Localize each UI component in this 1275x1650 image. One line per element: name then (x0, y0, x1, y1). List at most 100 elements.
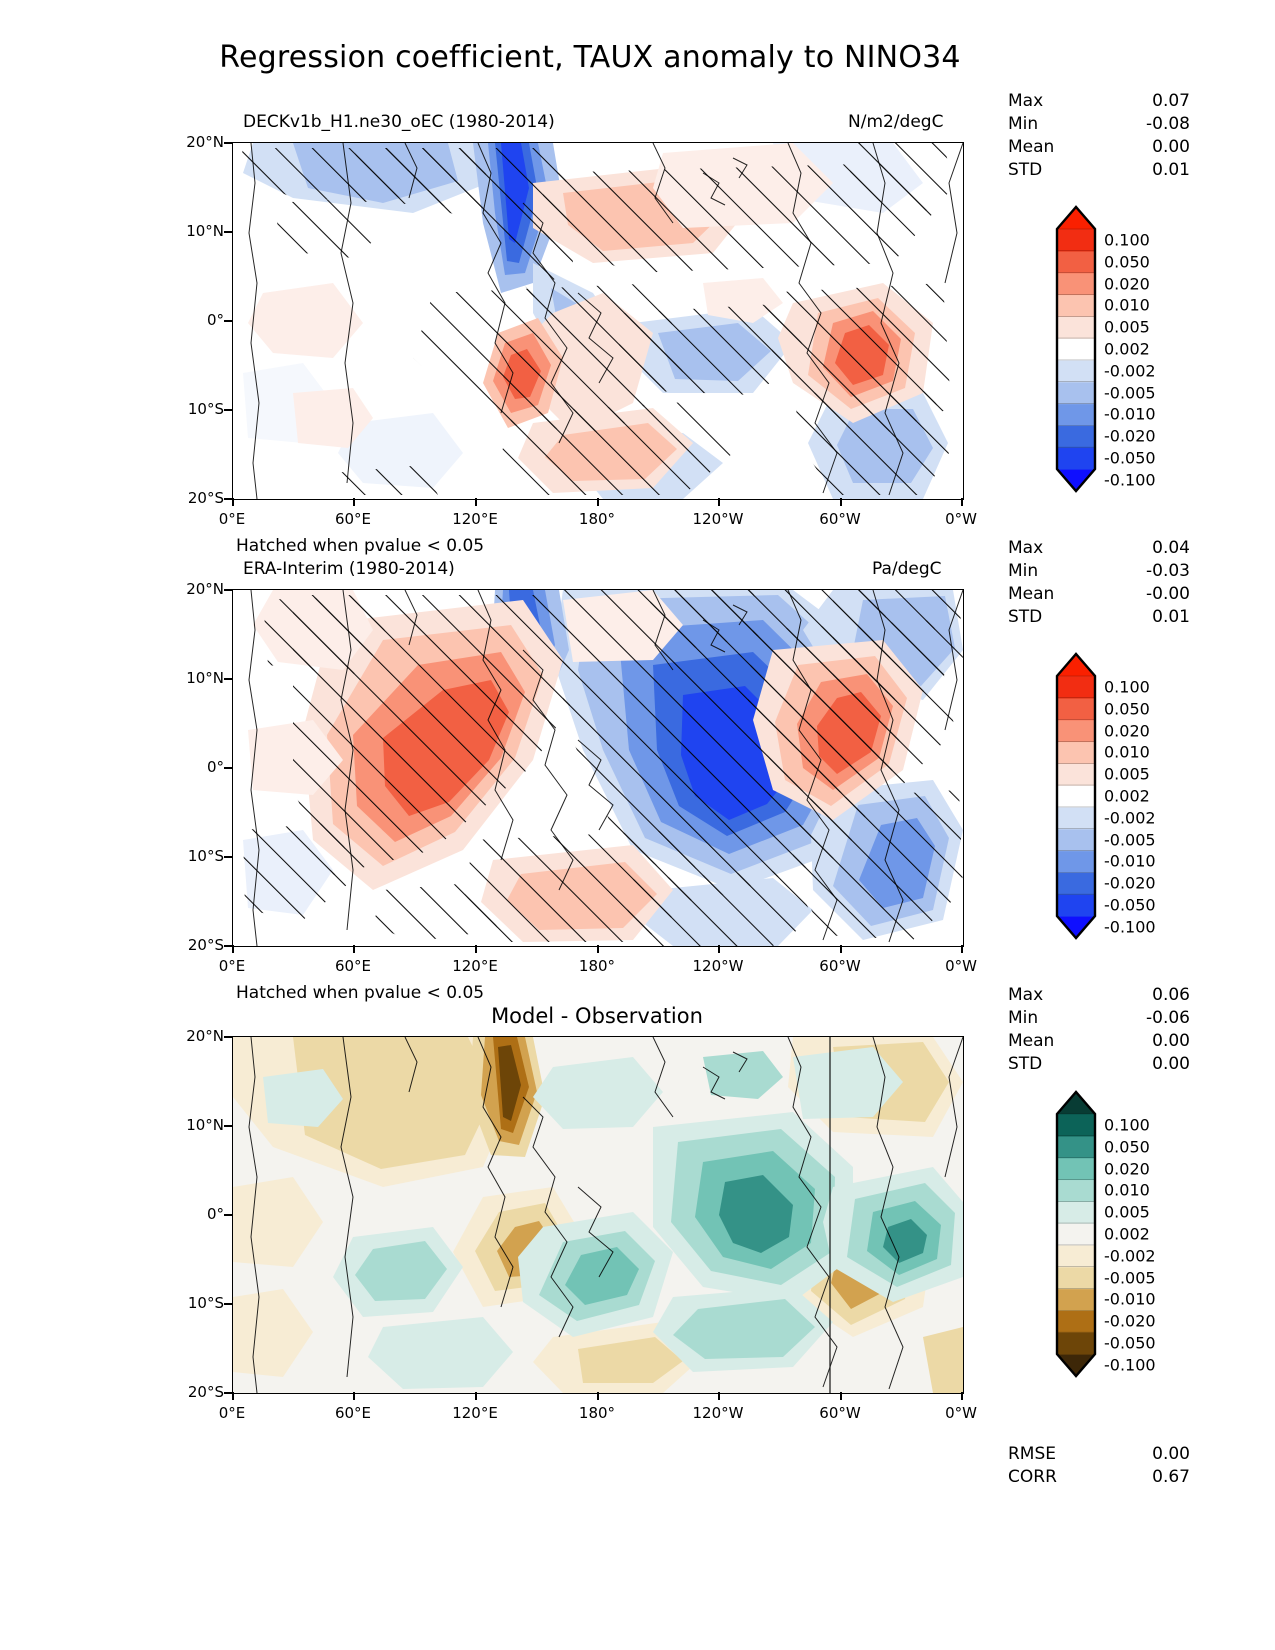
colorbar-tick-label: -0.020 (1104, 873, 1156, 893)
stat-value: 0.01 (1152, 160, 1190, 180)
colorbar-tick-label: -0.100 (1104, 917, 1156, 937)
colorbar-tick-label: 0.100 (1104, 1115, 1150, 1135)
colorbar-tick-label: 0.100 (1104, 677, 1150, 697)
colorbar-observation (1053, 650, 1099, 942)
panel-model-xlabel-0e: 0°E (218, 510, 246, 528)
xtick (840, 498, 842, 506)
panel-observation-header: ERA-Interim (1980-2014) (243, 559, 455, 579)
ytick (224, 498, 232, 500)
panel-model-ylabel-10n: 10°N (186, 222, 224, 240)
panel-observation-xlabel-0w: 0°W (945, 957, 977, 975)
panel-observation-field (233, 590, 963, 946)
colorbar-tick-label: 0.010 (1104, 742, 1150, 762)
ytick (224, 320, 232, 322)
stat-value: -0.00 (1146, 584, 1190, 604)
panel-observation-xlabel-120w: 120°W (692, 957, 744, 975)
panel-observation-xlabel-120e: 120°E (452, 957, 498, 975)
colorbar-tick-label: 0.002 (1104, 339, 1150, 359)
colorbar-tick-label: -0.002 (1104, 1246, 1156, 1266)
colorbar-tick-label: 0.002 (1104, 786, 1150, 806)
stat-value: 0.06 (1152, 985, 1190, 1005)
panel-model-xlabel-180: 180° (578, 510, 616, 528)
panel-model-xlabel-120w: 120°W (692, 510, 744, 528)
stat-value: 0.00 (1152, 1031, 1190, 1051)
stat-key: Mean (1008, 584, 1055, 604)
panel-difference-xlabel-0w: 0°W (945, 1404, 977, 1422)
colorbar-model (1053, 203, 1099, 495)
colorbar-tick-label: -0.002 (1104, 808, 1156, 828)
panel-model-ylabel-20n: 20°N (186, 133, 224, 151)
panel-model-ylabel-20s: 20°S (187, 489, 224, 507)
stat-key: STD (1008, 160, 1043, 180)
panel-model-ylabel-0: 0° (206, 311, 224, 329)
panel-model-xlabel-120e: 120°E (452, 510, 498, 528)
xtick (961, 498, 963, 506)
xtick (961, 1392, 963, 1400)
xtick (475, 1392, 477, 1400)
stat-key: Max (1008, 91, 1044, 111)
panel-difference-ylabel-20s: 20°S (187, 1383, 224, 1401)
panel-model-field (233, 143, 963, 499)
stat-key: Min (1008, 1008, 1039, 1028)
xtick (597, 498, 599, 506)
xtick (353, 1392, 355, 1400)
panel-observation-hatch-note: Hatched when pvalue < 0.05 (236, 983, 485, 1003)
stat-value: 0.67 (1152, 1467, 1190, 1487)
stat-value: 0.00 (1152, 137, 1190, 157)
panel-model-ylabel-10s: 10°S (187, 400, 224, 418)
panel-difference-xlabel-120w: 120°W (692, 1404, 744, 1422)
stat-value: 0.00 (1152, 1444, 1190, 1464)
xtick (840, 1392, 842, 1400)
colorbar-tick-label: -0.002 (1104, 361, 1156, 381)
colorbar-difference-swatches (1055, 1090, 1097, 1378)
xtick (353, 945, 355, 953)
xtick (353, 498, 355, 506)
stat-value: -0.06 (1146, 1008, 1190, 1028)
colorbar-tick-label: -0.010 (1104, 404, 1156, 424)
panel-observation-xlabel-60e: 60°E (334, 957, 372, 975)
xtick (718, 945, 720, 953)
stat-key: Max (1008, 538, 1044, 558)
colorbar-tick-label: -0.050 (1104, 1333, 1156, 1353)
colorbar-tick-label: 0.020 (1104, 1159, 1150, 1179)
stat-value: -0.03 (1146, 561, 1190, 581)
colorbar-tick-label: -0.005 (1104, 830, 1156, 850)
ytick (224, 678, 232, 680)
colorbar-tick-label: 0.020 (1104, 721, 1150, 741)
panel-model-xlabel-60w: 60°W (819, 510, 861, 528)
xtick (475, 498, 477, 506)
colorbar-tick-label: 0.010 (1104, 1180, 1150, 1200)
panel-model-header: DECKv1b_H1.ne30_oEC (1980-2014) (243, 112, 555, 132)
colorbar-tick-label: 0.002 (1104, 1224, 1150, 1244)
ytick (224, 589, 232, 591)
colorbar-tick-label: 0.020 (1104, 274, 1150, 294)
colorbar-tick-label: -0.010 (1104, 1289, 1156, 1309)
panel-observation-map (232, 589, 964, 947)
colorbar-tick-label: 0.005 (1104, 317, 1150, 337)
colorbar-tick-label: -0.005 (1104, 1268, 1156, 1288)
xtick (718, 1392, 720, 1400)
colorbar-difference (1053, 1088, 1099, 1380)
panel-observation-xlabel-60w: 60°W (819, 957, 861, 975)
panel-difference-ylabel-20n: 20°N (186, 1027, 224, 1045)
panel-difference-xlabel-60e: 60°E (334, 1404, 372, 1422)
stat-key: Mean (1008, 1031, 1055, 1051)
panel-observation-ylabel-20n: 20°N (186, 580, 224, 598)
xtick (232, 498, 234, 506)
panel-observation-xlabel-0e: 0°E (218, 957, 246, 975)
ytick (224, 856, 232, 858)
stat-key: STD (1008, 1054, 1043, 1074)
colorbar-tick-label: -0.010 (1104, 851, 1156, 871)
panel-difference-map (232, 1036, 964, 1394)
ytick (224, 1036, 232, 1038)
panel-difference-ylabel-10s: 10°S (187, 1294, 224, 1312)
xtick (961, 945, 963, 953)
ytick (224, 409, 232, 411)
panel-observation-ylabel-10s: 10°S (187, 847, 224, 865)
stat-value: 0.07 (1152, 91, 1190, 111)
panel-observation-ylabel-10n: 10°N (186, 669, 224, 687)
colorbar-tick-label: 0.005 (1104, 764, 1150, 784)
panel-difference-xlabel-180: 180° (578, 1404, 616, 1422)
xtick (597, 945, 599, 953)
